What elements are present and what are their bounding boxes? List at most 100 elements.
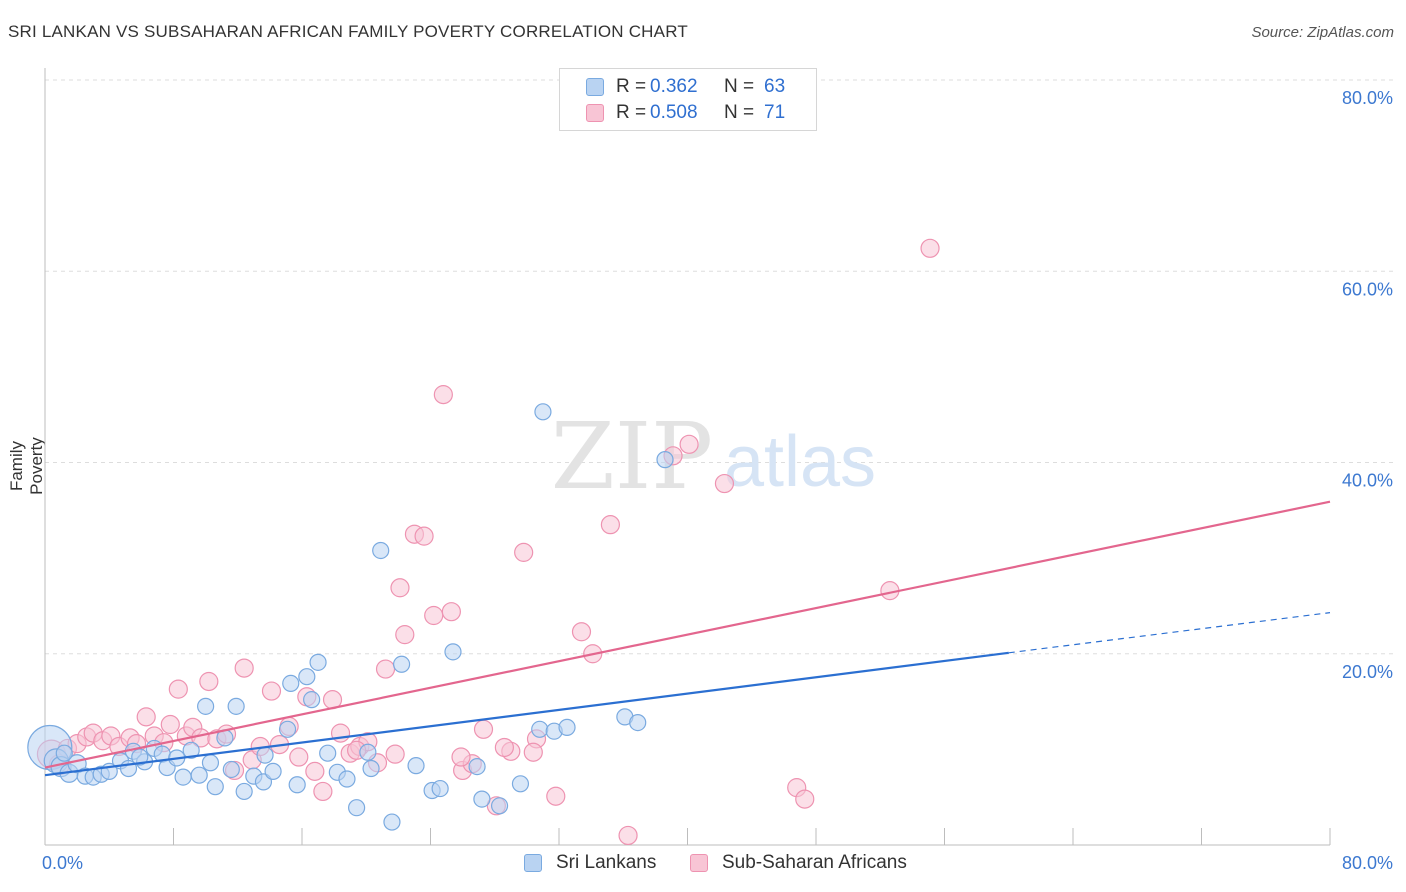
sub-saharan-africans-point: [441, 602, 461, 622]
sub-saharan-africans-point: [136, 707, 156, 727]
r-label: R =: [616, 76, 647, 97]
tick-labels: 20.0% 40.0% 60.0% 80.0% 0.0% 80.0%: [42, 88, 1393, 873]
blue-swatch: [586, 78, 604, 96]
sri-lankans-point: [201, 754, 220, 772]
sub-saharan-africans-point: [433, 385, 453, 405]
sub-saharan-africans-point: [571, 622, 592, 642]
trend-extension-sri-lankans: [1008, 612, 1331, 654]
sri-lankans-point: [264, 762, 282, 780]
sri-lankans-point: [372, 541, 390, 560]
axes: [44, 68, 1331, 846]
sri-lankans-point: [629, 713, 647, 732]
sri-lankans-point: [511, 775, 530, 793]
sub-saharan-africans-point: [414, 526, 434, 546]
sri-lankans-point: [174, 768, 192, 786]
sri-lankans-point: [197, 697, 215, 715]
sub-saharan-africans-point: [920, 238, 940, 258]
sub-saharan-africans-point: [313, 781, 333, 802]
sri-lankans-point: [256, 746, 274, 764]
sri-lankans-point: [407, 757, 425, 775]
sub-saharan-africans-point: [473, 719, 494, 739]
sri-lankans-point: [288, 776, 306, 794]
sub-saharan-africans-point: [385, 744, 405, 764]
y-tick-label: 40.0%: [1342, 471, 1393, 491]
sub-saharan-africans-point: [600, 515, 621, 535]
pink-swatch: [690, 854, 708, 872]
sub-saharan-africans-point: [679, 434, 699, 454]
sri-lankans-point: [468, 757, 486, 776]
blue-swatch: [524, 854, 542, 872]
r-label: R =: [616, 102, 647, 123]
sri-lankans-point: [431, 779, 449, 798]
n-label: N =: [724, 102, 755, 123]
legend-item-sub-saharan-africans[interactable]: Sub-Saharan Africans: [690, 852, 907, 874]
sub-saharan-africans-point: [168, 679, 188, 699]
sub-saharan-africans-point: [424, 605, 444, 626]
sri-lankans-point: [298, 668, 316, 686]
sri-lankans-point: [338, 770, 356, 788]
y-tick-label: 80.0%: [1342, 88, 1393, 108]
sri-lankans-point: [531, 720, 549, 738]
sri-lankans-point: [444, 643, 462, 661]
sri-lankans-point: [254, 773, 273, 791]
sri-lankans-point: [348, 799, 366, 817]
chart-title: SRI LANKAN VS SUBSAHARAN AFRICAN FAMILY …: [8, 22, 688, 41]
sri-lankans-point: [558, 718, 576, 736]
sub-saharan-africans-point: [390, 578, 410, 598]
x-tick-label-min: 0.0%: [42, 853, 83, 873]
sub-saharan-africans-point: [261, 681, 282, 701]
sri-lankans-point: [222, 760, 240, 779]
sub-saharan-africans-point: [375, 659, 396, 679]
sri-lankans-point: [55, 744, 73, 762]
sub-saharan-africans-point: [289, 747, 309, 767]
sub-saharan-africans-point: [160, 714, 180, 735]
sub-saharan-africans-point: [523, 742, 543, 762]
n-value: 71: [764, 102, 786, 123]
sri-lankans-point: [235, 782, 253, 801]
legend-item-sri-lankans[interactable]: Sri Lankans: [524, 852, 656, 874]
sri-lankans-point: [534, 403, 552, 421]
watermark-atlas: atlas: [724, 422, 876, 502]
y-tick-label: 60.0%: [1342, 279, 1393, 299]
sri-lankans-point: [362, 759, 380, 778]
legend-label: Sri Lankans: [556, 852, 657, 873]
sri-lankans-point: [227, 697, 245, 715]
y-tick-label: 20.0%: [1342, 662, 1393, 682]
sri-lankans-point: [359, 743, 377, 761]
sub-saharan-africans-point: [395, 625, 415, 645]
r-value: 0.362: [650, 76, 698, 97]
watermark: ZIP atlas: [551, 403, 876, 510]
r-value: 0.508: [650, 102, 698, 123]
sub-saharan-africans-point: [305, 761, 325, 781]
sub-saharan-africans-point: [546, 786, 566, 806]
sri-lankans-point: [473, 790, 491, 808]
sri-lankans-point: [206, 778, 224, 796]
trend-lines: [44, 500, 1331, 777]
sub-saharan-africans-point: [199, 671, 219, 692]
points-sri-lankans: [27, 403, 674, 831]
sri-lankans-point: [278, 720, 297, 738]
sri-lankans-point: [319, 744, 337, 762]
n-label: N =: [724, 76, 755, 97]
correlation-legend: R = 0.362 N = 63 R = 0.508 N = 71: [559, 68, 817, 131]
legend-row-sub-saharan-africans: R = 0.508 N = 71: [586, 101, 785, 125]
trend-line-sri-lankans: [44, 651, 1009, 777]
x-tick-label-max: 80.0%: [1342, 853, 1393, 873]
sri-lankans-point: [190, 766, 208, 784]
sub-saharan-africans-point: [618, 825, 638, 846]
sri-lankans-point: [656, 451, 674, 469]
sri-lankans-point: [309, 653, 327, 671]
sri-lankans-point: [392, 655, 411, 673]
sri-lankans-point: [303, 691, 321, 709]
trend-line-sub-saharan-africans: [44, 500, 1331, 769]
sub-saharan-africans-point: [494, 737, 514, 758]
sri-lankans-point: [383, 813, 401, 831]
sub-saharan-africans-point: [451, 747, 471, 767]
source-label: Source: ZipAtlas.com: [1251, 24, 1394, 41]
sub-saharan-africans-point: [514, 542, 534, 562]
legend-row-sri-lankans: R = 0.362 N = 63: [586, 75, 785, 99]
watermark-zip: ZIP: [551, 403, 713, 510]
pink-swatch: [586, 104, 604, 122]
sub-saharan-africans-point: [714, 473, 735, 494]
